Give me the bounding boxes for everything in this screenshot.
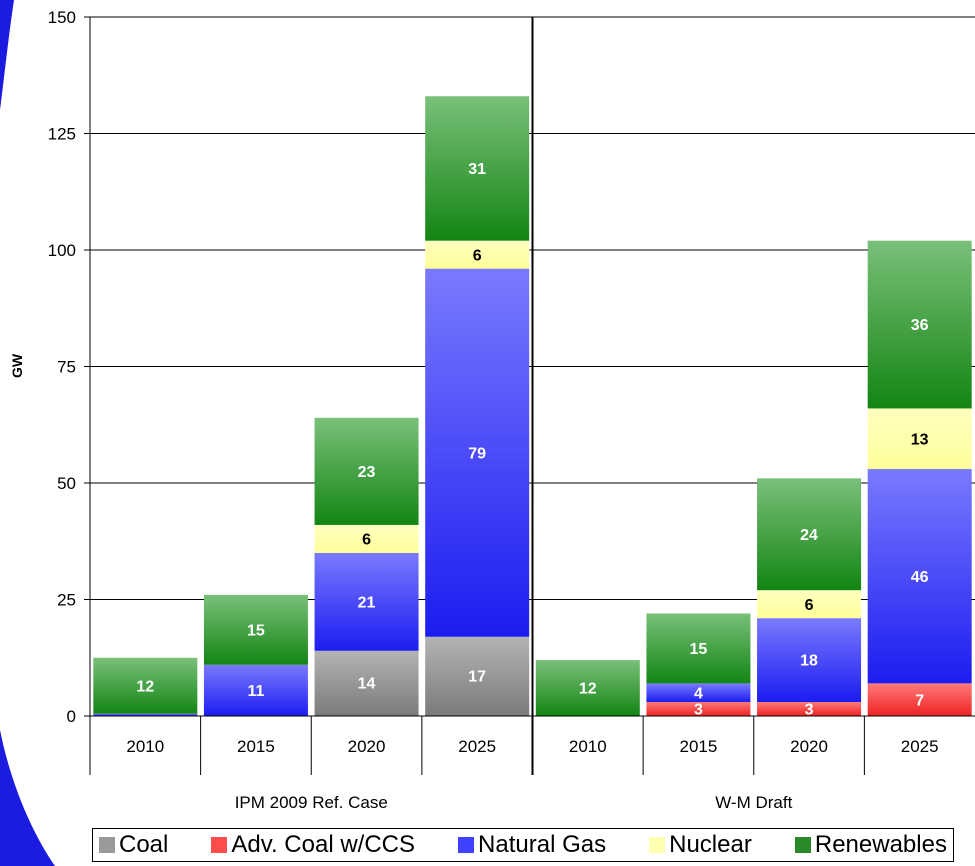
legend-swatch-renewables	[794, 837, 811, 853]
bar-segment-renewables	[314, 417, 419, 525]
y-tick-label: 25	[57, 591, 76, 610]
x-tick-label: 2025	[458, 737, 496, 756]
data-label: 13	[911, 431, 929, 448]
legend-label-nuclear: Nuclear	[669, 831, 752, 858]
group-label: IPM 2009 Ref. Case	[235, 793, 388, 812]
axes: 0 25 50 75 100 125 150 2010 2015 2020 2025 2010 2015…	[48, 8, 975, 812]
y-axis-title: GW	[9, 353, 25, 378]
data-label: 21	[358, 594, 376, 611]
x-tick-label: 2015	[680, 737, 718, 756]
data-label: 24	[800, 527, 818, 544]
bar-segment-renewables	[867, 240, 972, 409]
bar-segment-nuclear	[867, 408, 972, 470]
legend-label-natural-gas: Natural Gas	[478, 831, 607, 858]
bar-segment-nuclear	[314, 524, 419, 553]
data-label: 3	[694, 702, 703, 719]
x-tick-label: 2010	[569, 737, 607, 756]
bar-segment-renewables	[757, 478, 862, 591]
y-tick-label: 100	[48, 241, 76, 260]
bar-segment-natural-gas	[867, 469, 972, 684]
data-label: 6	[362, 532, 371, 549]
bar-segment-renewables	[93, 657, 198, 714]
bar-segment-adv-coal-w-ccs	[757, 702, 862, 716]
bar-segment-adv-coal-w-ccs	[867, 683, 972, 716]
x-tick-label: 2015	[237, 737, 275, 756]
bar-segment-renewables	[646, 613, 751, 684]
bar-segment-natural-gas	[646, 683, 751, 703]
data-label: 31	[468, 161, 486, 178]
legend-label-renewables: Renewables	[814, 831, 947, 858]
data-label: 36	[911, 317, 929, 334]
y-tick-label: 0	[67, 707, 76, 726]
data-label: 23	[358, 464, 376, 481]
legend-item-coal: Coal	[99, 831, 168, 859]
data-label: 17	[468, 668, 486, 685]
data-label: 4	[694, 685, 703, 702]
bar-segment-adv-coal-w-ccs	[646, 702, 751, 716]
legend-item-natural-gas: Natural Gas	[458, 831, 606, 859]
bar-segment-natural-gas	[203, 664, 308, 716]
bar-segment-nuclear	[757, 590, 862, 619]
legend-item-renewables: Renewables	[794, 831, 947, 859]
bar-segment-nuclear	[425, 240, 530, 269]
legend-item-adv-coal: Adv. Coal w/CCS	[211, 831, 415, 859]
legend: Coal Adv. Coal w/CCS Natural Gas Nuclear…	[92, 828, 954, 862]
data-label: 15	[690, 641, 708, 658]
bar-segment-natural-gas	[93, 713, 198, 716]
data-label: 3	[805, 702, 814, 719]
data-label: 18	[800, 653, 818, 670]
bar-segment-renewables	[425, 96, 530, 241]
bar-segment-natural-gas	[425, 268, 530, 637]
legend-label-adv-coal: Adv. Coal w/CCS	[231, 831, 415, 858]
data-label: 14	[358, 675, 376, 692]
data-label: 46	[911, 569, 929, 586]
bar-segment-coal	[314, 650, 419, 716]
legend-label-coal: Coal	[119, 831, 169, 858]
legend-swatch-natural-gas	[458, 837, 475, 853]
y-tick-label: 125	[48, 125, 76, 144]
legend-swatch-adv-coal	[211, 837, 228, 853]
bar-segment-natural-gas	[757, 618, 862, 703]
x-tick-label: 2020	[348, 737, 386, 756]
legend-item-nuclear: Nuclear	[649, 831, 752, 859]
y-tick-label: 150	[48, 8, 76, 27]
bar-segment-renewables	[535, 660, 640, 716]
data-label: 6	[473, 247, 482, 264]
background-blue-shape	[0, 0, 55, 866]
y-tick-label: 50	[57, 474, 76, 493]
bar-segment-renewables	[203, 594, 308, 665]
data-label: 12	[136, 678, 154, 695]
data-label: 79	[468, 445, 486, 462]
legend-swatch-nuclear	[649, 837, 666, 853]
data-label: 15	[247, 622, 265, 639]
bar-segment-coal	[425, 636, 530, 716]
data-label: 6	[805, 597, 814, 614]
bar-segment-natural-gas	[314, 552, 419, 651]
data-label: 12	[579, 681, 597, 698]
legend-swatch-coal	[99, 837, 115, 853]
x-tick-label: 2025	[901, 737, 939, 756]
x-tick-label: 2010	[126, 737, 164, 756]
group-label: W-M Draft	[715, 793, 792, 812]
data-label: 7	[915, 692, 924, 709]
x-tick-label: 2020	[790, 737, 828, 756]
data-label: 11	[247, 683, 264, 700]
y-tick-label: 75	[57, 358, 76, 377]
